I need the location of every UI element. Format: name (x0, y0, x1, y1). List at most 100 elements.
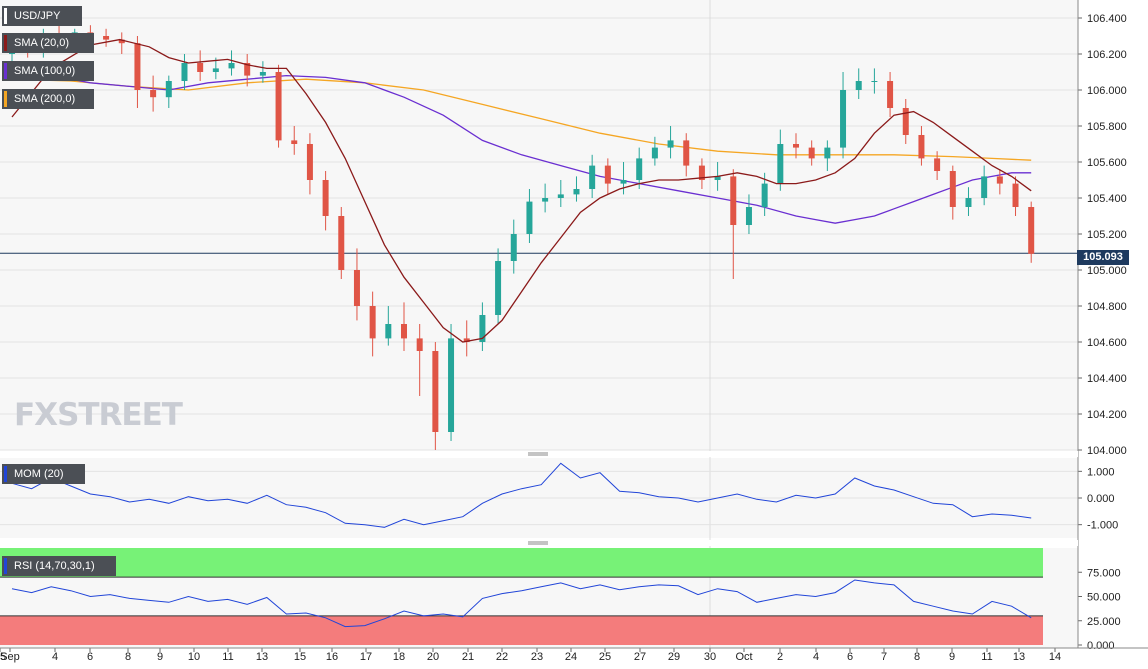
candle-body (557, 194, 564, 198)
sma20-path (11, 38, 1032, 343)
sma100-legend[interactable]: SMA (100,0) (2, 61, 94, 81)
mom-path (11, 462, 1032, 528)
candle-body (291, 140, 298, 144)
rsi-bands (0, 548, 1043, 645)
x-tick-label: Sep (0, 651, 20, 663)
candle-body (495, 261, 502, 315)
x-tick-label: 4 (52, 651, 58, 663)
candle-body (902, 108, 909, 135)
sma20-legend[interactable]: SMA (20,0) (2, 33, 94, 53)
mom-tick-label: -1.000 (1087, 520, 1118, 532)
mom-legend[interactable]: MOM (20) (2, 464, 85, 484)
price-y-axis: 104.000 104.200 104.400 104.600 104.800 105.0… (1078, 13, 1127, 457)
sma200-path (11, 78, 1032, 161)
sma100-swatch (4, 63, 7, 79)
rsi-tick-label: 0.000 (1087, 640, 1115, 652)
x-tick-label: 6 (847, 651, 853, 663)
candle-body (369, 306, 376, 339)
x-tick-label: 16 (326, 651, 338, 663)
x-tick-label: 11 (222, 651, 233, 663)
x-tick-label: 24 (565, 651, 577, 663)
candle-body (698, 165, 705, 180)
panel-dividers[interactable] (0, 0, 1148, 649)
candle-body (416, 338, 423, 351)
sma100-legend-text: SMA (100,0) (14, 65, 76, 77)
rsi-line (11, 579, 1032, 628)
candle-body (338, 216, 345, 270)
price-tick-label: 105.600 (1087, 157, 1127, 169)
panel-divider (0, 451, 1078, 457)
candle-body (871, 81, 878, 82)
price-tick-label: 106.200 (1087, 49, 1127, 61)
current-price-badge: 105.093 (1077, 250, 1129, 265)
x-tick-label: 14 (1049, 651, 1061, 663)
candle-body (949, 171, 956, 207)
candle-body (918, 135, 925, 159)
candle-body (134, 43, 141, 90)
grid-lines (0, 0, 1078, 648)
price-tick-label: 104.400 (1087, 373, 1127, 385)
candle-body (1012, 183, 1019, 207)
x-tick-label: 8 (914, 651, 920, 663)
sma200-line (11, 78, 1032, 161)
rsi-legend-text: RSI (14,70,30,1) (14, 560, 95, 572)
candle-body (981, 176, 988, 198)
mom-swatch (4, 466, 7, 482)
candle-body (745, 207, 752, 225)
candle-body (448, 338, 455, 432)
candle-body (385, 324, 392, 339)
candle-body (730, 176, 737, 225)
fxstreet-logo: FXSTREET (14, 397, 183, 433)
x-tick-label: 30 (704, 651, 716, 663)
candlesticks (9, 25, 1035, 450)
candle-body (855, 81, 862, 90)
candle-body (526, 201, 533, 234)
candle-body (118, 39, 125, 44)
candle-body (620, 180, 627, 184)
sma200-swatch (4, 91, 7, 107)
candle-body (761, 183, 768, 207)
rsi-overbought-zone (0, 548, 1043, 578)
sma200-legend[interactable]: SMA (200,0) (2, 89, 94, 109)
x-tick-label: 10 (188, 651, 200, 663)
x-tick-label: 21 (462, 651, 474, 663)
candle-body (651, 147, 658, 159)
symbol-marker (4, 8, 7, 24)
x-tick-label: 2 (777, 651, 783, 663)
mom-tick-label: 0.000 (1087, 493, 1115, 505)
candle-body (887, 81, 894, 108)
sma20-swatch (4, 35, 7, 51)
candle-body (463, 338, 470, 342)
candle-body (604, 165, 611, 184)
x-tick-label: 15 (0, 651, 6, 663)
rsi-tick-label: 50.000 (1087, 592, 1121, 604)
candle-body (683, 140, 690, 166)
x-tick-label: 20 (427, 651, 439, 663)
price-tick-label: 104.000 (1087, 445, 1127, 457)
rsi-legend[interactable]: RSI (14,70,30,1) (2, 556, 116, 576)
x-tick-label: 23 (531, 651, 543, 663)
candle-body (542, 198, 549, 202)
candle-body (793, 144, 799, 148)
candle-body (401, 324, 407, 339)
x-tick-label: 27 (634, 651, 646, 663)
rsi-path (11, 579, 1032, 628)
price-tick-label: 105.400 (1087, 193, 1127, 205)
x-tick-label: 8 (125, 651, 131, 663)
rsi-swatch (4, 558, 7, 574)
candle-body (479, 315, 486, 342)
mom-tick-label: 1.000 (1087, 466, 1115, 478)
candle-body (777, 144, 784, 184)
candle-body (181, 63, 188, 81)
candle-body (306, 144, 313, 180)
price-tick-label: 105.200 (1087, 229, 1127, 241)
candle-body (714, 176, 721, 180)
rsi-oversold-zone (0, 615, 1043, 645)
price-tick-label: 106.400 (1087, 13, 1127, 25)
x-tick-label: 13 (256, 651, 268, 663)
candle-body (1028, 207, 1035, 254)
candle-body (510, 234, 517, 261)
mom-legend-text: MOM (20) (14, 468, 64, 480)
candle-body (667, 140, 674, 148)
